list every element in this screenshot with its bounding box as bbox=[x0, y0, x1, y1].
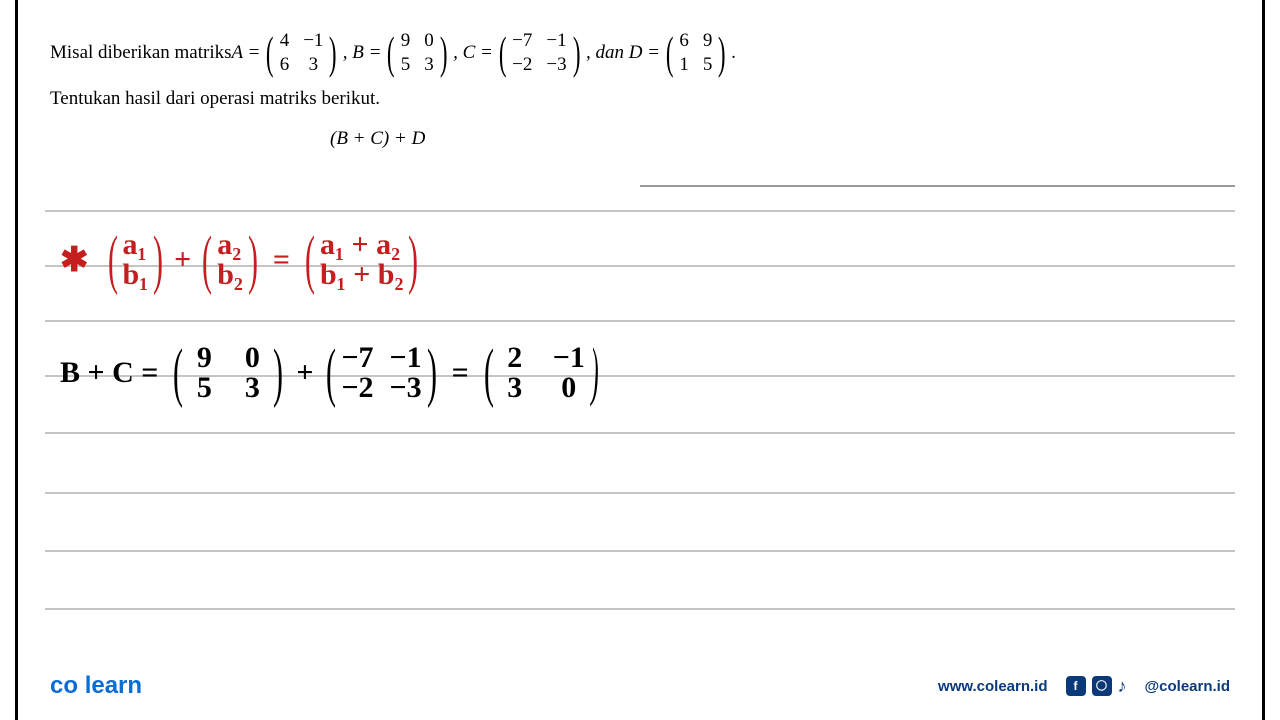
instruction-text: Tentukan hasil dari operasi matriks beri… bbox=[50, 88, 1230, 110]
ruled-line bbox=[45, 492, 1235, 494]
brand-logo: co.learn bbox=[50, 672, 142, 700]
tiktok-icon: ♪ bbox=[1118, 676, 1127, 697]
expression: (B + C) + D bbox=[330, 128, 1230, 150]
ruled-line bbox=[45, 210, 1235, 212]
handwritten-computation: B + C = ( 90 53 ) + ( −7−1 −2−3 ) = ( 2−… bbox=[60, 338, 605, 407]
B-label: , B = bbox=[343, 42, 382, 64]
matrix-B: ( 90 53 ) bbox=[383, 30, 451, 76]
matrix-C: ( −7−1 −2−3 ) bbox=[495, 30, 584, 76]
A-label: A = bbox=[232, 42, 261, 64]
star-icon: ✱ bbox=[60, 240, 89, 280]
handwritten-rule: ✱ ( a₁ b₁ ) + ( a₂ b₂ ) = ( a₁ + a₂ b₁ +… bbox=[60, 225, 423, 294]
problem-statement: Misal diberikan matriks A = ( 4−1 63 ) ,… bbox=[50, 30, 1230, 76]
footer: co.learn www.colearn.id f ◯ ♪ @colearn.i… bbox=[50, 672, 1230, 700]
matrix-A: ( 4−1 63 ) bbox=[262, 30, 340, 76]
ruled-line bbox=[45, 320, 1235, 322]
ruled-line bbox=[45, 550, 1235, 552]
D-label: , dan D = bbox=[586, 42, 660, 64]
facebook-icon: f bbox=[1066, 676, 1086, 696]
footer-handle: @colearn.id bbox=[1145, 678, 1230, 695]
social-icons: f ◯ ♪ bbox=[1066, 676, 1127, 697]
instagram-icon: ◯ bbox=[1092, 676, 1112, 696]
C-label: , C = bbox=[453, 42, 493, 64]
ruled-line bbox=[45, 432, 1235, 434]
intro-text: Misal diberikan matriks bbox=[50, 42, 232, 64]
end-dot: . bbox=[732, 42, 737, 64]
divider-line bbox=[640, 185, 1235, 187]
ruled-line bbox=[45, 608, 1235, 610]
matrix-D: ( 69 15 ) bbox=[662, 30, 730, 76]
footer-url: www.colearn.id bbox=[938, 678, 1047, 695]
bc-label: B + C = bbox=[60, 356, 158, 390]
